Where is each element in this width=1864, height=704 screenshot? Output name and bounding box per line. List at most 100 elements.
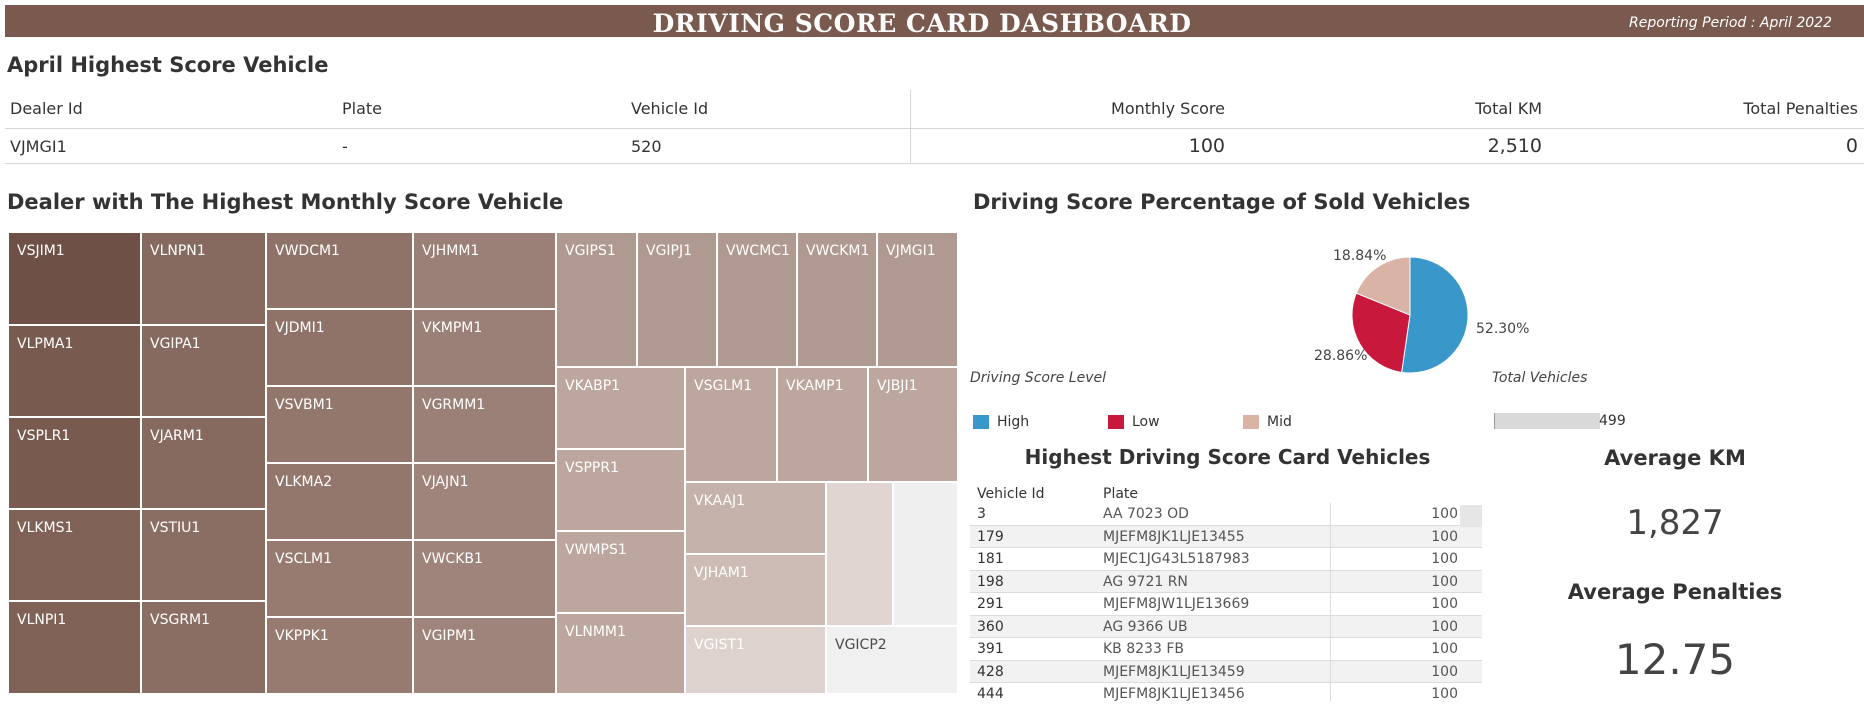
list-cell-vehicle-id: 428	[977, 663, 1004, 680]
col-total-penalties: Total Penalties	[1743, 99, 1858, 118]
list-col-plate: Plate	[1103, 486, 1139, 502]
treemap-cell[interactable]: VWDCM1	[266, 232, 413, 309]
treemap-cell[interactable]: VSVBM1	[266, 386, 413, 463]
treemap-cell-unlabeled[interactable]	[893, 482, 958, 626]
table-row[interactable]: 428 MJEFM8JK1LJE13459 100	[970, 660, 1482, 683]
treemap-cell[interactable]: VGIPM1	[413, 617, 556, 694]
treemap-title: Dealer with The Highest Monthly Score Ve…	[7, 190, 564, 214]
pie-slice-mid[interactable]	[1355, 256, 1411, 316]
treemap-cell[interactable]: VWCKB1	[413, 540, 556, 617]
treemap-cell[interactable]: VWCMC1	[717, 232, 797, 367]
legend-item-high[interactable]: High	[973, 414, 1029, 430]
treemap-cell[interactable]: VLPMA1	[8, 325, 141, 417]
col-total-km: Total KM	[1475, 99, 1542, 118]
treemap-cell[interactable]: VSGRM1	[141, 601, 266, 694]
treemap-cell[interactable]: VJAJN1	[413, 463, 556, 540]
avg-penalties-title: Average Penalties	[1567, 580, 1783, 604]
treemap-cell[interactable]: VGICP2	[826, 626, 958, 694]
col-vehicle-id: Vehicle Id	[631, 99, 709, 118]
treemap-cell[interactable]: VSJIM1	[8, 232, 141, 325]
treemap-cell[interactable]: VKPPK1	[266, 617, 413, 694]
row-separator	[1330, 615, 1331, 638]
list-cell-score: 100	[1431, 686, 1458, 701]
list-cell-vehicle-id: 360	[977, 618, 1004, 635]
treemap-cell[interactable]: VJBJI1	[868, 367, 958, 482]
legend-swatch-mid	[1243, 415, 1259, 429]
treemap-cell[interactable]: VJARM1	[141, 417, 266, 509]
vehicle-list-title: Highest Driving Score Card Vehicles	[1024, 445, 1431, 469]
list-cell-score: 100	[1431, 663, 1458, 680]
pie-label-high: 52.30%	[1476, 321, 1530, 337]
row-separator	[1330, 570, 1331, 593]
treemap-cell[interactable]: VJDMI1	[266, 309, 413, 386]
table-row[interactable]: 181 MJEC1JG43L5187983 100	[970, 548, 1482, 571]
legend-swatch-high	[973, 415, 989, 429]
treemap-cell[interactable]: VWMPS1	[556, 531, 685, 613]
avg-km-value: 1,827	[1626, 503, 1724, 543]
legend-label-mid: Mid	[1267, 414, 1292, 430]
legend-title: Driving Score Level	[970, 370, 1106, 386]
treemap-cell[interactable]: VGIPA1	[141, 325, 266, 417]
treemap-cell[interactable]: VGIST1	[685, 626, 826, 694]
val-plate: -	[342, 137, 348, 156]
row-separator	[1330, 660, 1331, 683]
col-monthly-score: Monthly Score	[1111, 99, 1225, 118]
table-row[interactable]: 444 MJEFM8JK1LJE13456 100	[970, 683, 1482, 701]
list-cell-vehicle-id: 444	[977, 686, 1004, 701]
treemap-cell[interactable]: VJHAM1	[685, 554, 826, 626]
treemap-cell[interactable]: VSCLM1	[266, 540, 413, 617]
pie-slice-high[interactable]	[1401, 256, 1469, 374]
table-row[interactable]: 179 MJEFM8JK1LJE13455 100	[970, 525, 1482, 548]
table-bottom-line	[5, 163, 1864, 164]
list-cell-vehicle-id: 3	[977, 506, 986, 522]
driving-score-pie	[1350, 255, 1470, 379]
val-vehicle-id: 520	[631, 137, 662, 156]
table-row[interactable]: 3 AA 7023 OD 100	[970, 503, 1482, 526]
treemap-cell-unlabeled[interactable]	[826, 482, 893, 626]
treemap-cell[interactable]: VLKMS1	[8, 509, 141, 601]
table-row[interactable]: 198 AG 9721 RN 100	[970, 570, 1482, 593]
row-separator	[1330, 548, 1331, 571]
treemap-cell[interactable]: VLNMM1	[556, 613, 685, 694]
treemap-cell[interactable]: VKABP1	[556, 367, 685, 449]
table-column-divider	[910, 90, 911, 164]
treemap-cell[interactable]: VKMPM1	[413, 309, 556, 386]
treemap-cell[interactable]: VSPPR1	[556, 449, 685, 531]
treemap-cell[interactable]: VSPLR1	[8, 417, 141, 509]
val-total-penalties: 0	[1845, 135, 1858, 157]
treemap-cell[interactable]: VJHMM1	[413, 232, 556, 309]
legend-item-mid[interactable]: Mid	[1243, 414, 1292, 430]
treemap-cell[interactable]: VJMGI1	[877, 232, 958, 367]
treemap-cell[interactable]: VLNPN1	[141, 232, 266, 325]
treemap-cell[interactable]: VGIPJ1	[637, 232, 717, 367]
treemap-cell[interactable]: VKAAJ1	[685, 482, 826, 554]
pie-svg	[1351, 256, 1469, 374]
treemap-cell[interactable]: VSGLM1	[685, 367, 777, 482]
list-cell-plate: MJEC1JG43L5187983	[1103, 551, 1250, 567]
list-cell-plate: AA 7023 OD	[1103, 506, 1189, 522]
table-row[interactable]: 360 AG 9366 UB 100	[970, 615, 1482, 638]
list-cell-plate: MJEFM8JK1LJE13456	[1103, 686, 1245, 701]
treemap-cell[interactable]: VSTIU1	[141, 509, 266, 601]
treemap-cell[interactable]: VKAMP1	[777, 367, 868, 482]
legend-item-low[interactable]: Low	[1108, 414, 1160, 430]
vehicle-list[interactable]: 3 AA 7023 OD 100 179 MJEFM8JK1LJE13455 100 181…	[970, 503, 1482, 701]
list-scrollbar[interactable]	[1460, 505, 1482, 527]
table-divider	[5, 128, 1864, 129]
treemap-cell[interactable]: VLNPI1	[8, 601, 141, 694]
list-cell-vehicle-id: 179	[977, 528, 1004, 545]
pie-section-title: Driving Score Percentage of Sold Vehicle…	[973, 190, 1471, 214]
list-cell-plate: AG 9366 UB	[1103, 618, 1188, 635]
row-separator	[1330, 525, 1331, 548]
pie-slice-low[interactable]	[1351, 292, 1411, 373]
table-row[interactable]: 391 KB 8233 FB 100	[970, 638, 1482, 661]
treemap-cell[interactable]: VLKMA2	[266, 463, 413, 540]
list-cell-plate: MJEFM8JW1LJE13669	[1103, 596, 1250, 612]
list-cell-score: 100	[1431, 506, 1458, 522]
treemap-cell[interactable]: VGRMM1	[413, 386, 556, 463]
treemap-cell[interactable]: VGIPS1	[556, 232, 637, 367]
total-vehicles-value: 499	[1599, 413, 1626, 429]
treemap-cell[interactable]: VWCKM1	[797, 232, 877, 367]
top-score-table: Dealer Id Plate Vehicle Id Monthly Score…	[5, 90, 1864, 164]
table-row[interactable]: 291 MJEFM8JW1LJE13669 100	[970, 593, 1482, 616]
